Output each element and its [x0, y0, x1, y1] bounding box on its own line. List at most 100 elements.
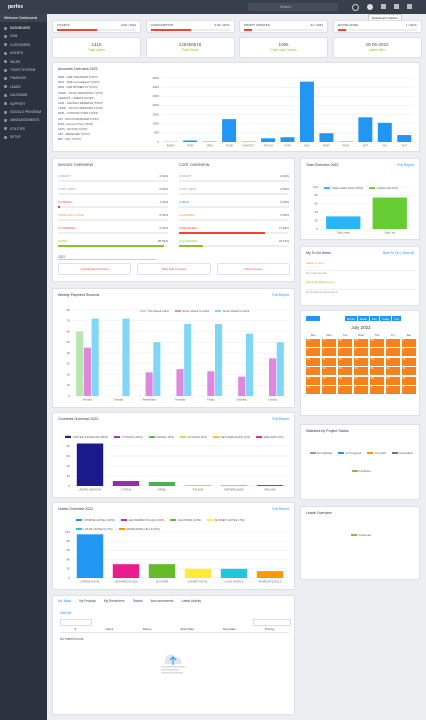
calendar-day[interactable]: 29 — [385, 376, 401, 385]
todo-link[interactable]: New To Do | View All — [382, 251, 414, 255]
calendar-day[interactable]: 17 — [306, 367, 321, 375]
calendar-day[interactable]: 2 — [401, 338, 416, 347]
tab[interactable]: My Projects — [79, 599, 96, 603]
calendar-day[interactable]: 15 — [385, 357, 401, 366]
nav-item[interactable]: SUPPORT — [4, 102, 25, 106]
legend-item: In Progress — [338, 451, 361, 455]
calendar-button[interactable]: Week — [357, 316, 369, 321]
legend-item: Since Week to 2022 — [174, 309, 209, 313]
calendar-day[interactable]: 31 — [306, 386, 321, 394]
y-tick-label: 500 — [154, 131, 159, 135]
calendar-day[interactable]: 1 — [321, 386, 337, 394]
nav-item[interactable]: SALES — [4, 60, 20, 64]
calendar-day[interactable]: 20 — [353, 367, 369, 375]
progress-track — [179, 193, 289, 195]
filter-box[interactable] — [60, 619, 92, 626]
invoice-card[interactable]: Outstanding Invoices — [58, 263, 132, 275]
avatar[interactable] — [367, 4, 373, 10]
report-link[interactable]: Full Report — [272, 507, 289, 511]
nav-item[interactable]: UTILITIES — [4, 127, 25, 131]
tab[interactable]: My Reminders — [103, 599, 125, 603]
nav-item[interactable]: CRM — [4, 34, 17, 38]
search-box[interactable] — [253, 619, 291, 626]
calendar-day[interactable]: 1 — [385, 338, 401, 347]
calendar-day[interactable]: 30 — [401, 376, 416, 385]
calendar-day[interactable]: 28 — [337, 338, 353, 347]
calendar-day[interactable]: 13 — [353, 357, 369, 366]
calendar-nav[interactable] — [306, 316, 320, 321]
nav-item[interactable]: LEADS — [4, 85, 20, 89]
calendar-day[interactable]: 29 — [353, 338, 369, 347]
nav-item[interactable]: TICKET SYSTEM — [4, 68, 35, 72]
icon[interactable] — [407, 4, 412, 9]
nav-item[interactable]: FINANCES — [4, 76, 26, 80]
legend-label: POLAND (2%) — [187, 435, 208, 439]
calendar-day[interactable]: 27 — [353, 376, 369, 385]
y-tick-label: 2000 — [152, 103, 159, 107]
report-link[interactable]: Full Report — [272, 293, 289, 297]
calendar-day[interactable]: 14 — [369, 357, 385, 366]
legend-label: ISRAEL (8%) — [156, 435, 175, 439]
calendar-button[interactable]: List — [392, 316, 401, 321]
calendar-day[interactable]: 10 — [306, 357, 321, 366]
calendar-day[interactable]: 22 — [385, 367, 401, 375]
icon[interactable] — [381, 4, 386, 9]
tab[interactable]: Announcements — [150, 599, 174, 603]
calendar-day[interactable]: 5 — [385, 386, 401, 394]
legend-label: Total Leads 2022 (85%) — [331, 186, 364, 190]
nav-item[interactable]: GOOGLE PROGRAM — [4, 110, 41, 114]
welcome-text: Welcome Dashboards — [4, 16, 38, 20]
nav-item[interactable]: AGENTS — [4, 51, 23, 55]
calendar-day[interactable]: 30 — [369, 338, 385, 347]
nav-item[interactable]: DASHBOARD — [4, 26, 30, 30]
calendar-day[interactable]: 18 — [321, 367, 337, 375]
calendar-day[interactable]: 25 — [321, 376, 337, 385]
tab[interactable]: My Tasks — [58, 599, 72, 603]
report-link[interactable]: Full Report — [272, 417, 289, 421]
tab[interactable]: Tickets — [132, 599, 143, 603]
legend-label: In Progress — [345, 451, 362, 455]
report-link[interactable]: Full Report — [397, 163, 414, 167]
icon[interactable] — [352, 4, 359, 11]
invoice-card[interactable]: Past Due Invoices — [137, 263, 211, 275]
bar — [76, 443, 104, 486]
nav-item[interactable]: CUSTOMERS — [4, 43, 30, 47]
calendar-day[interactable]: 9 — [401, 348, 416, 356]
icon[interactable] — [394, 4, 399, 9]
calendar-button[interactable]: Month — [345, 316, 357, 321]
calendar-day[interactable]: 8 — [385, 348, 401, 356]
search-box[interactable] — [248, 3, 338, 11]
tab[interactable]: Latest Activity — [181, 599, 201, 603]
calendar-button[interactable]: Today — [379, 316, 392, 321]
calendar-day[interactable]: 23 — [401, 367, 416, 375]
calendar-day[interactable]: 28 — [369, 376, 385, 385]
calendar-day[interactable]: 4 — [369, 386, 385, 394]
stat-range: 0.00 / 2044 — [120, 23, 136, 27]
calendar-day[interactable]: 7 — [369, 348, 385, 356]
view-all[interactable]: View All — [60, 611, 72, 615]
calendar-day[interactable]: 12 — [337, 357, 353, 366]
calendar-day[interactable]: 4 — [321, 348, 337, 356]
calendar-day[interactable]: 16 — [401, 357, 416, 366]
calendar-day[interactable]: 2 — [337, 386, 353, 394]
calendar-day[interactable]: 5 — [337, 348, 353, 356]
calendar-day[interactable]: 3 — [306, 348, 321, 356]
calendar-day[interactable]: 26 — [337, 376, 353, 385]
nav-item[interactable]: CALENDAR — [4, 93, 27, 97]
year-select[interactable]: 2022 — [58, 255, 156, 260]
calendar-button[interactable]: Day — [369, 316, 379, 321]
invoice-card[interactable]: Paid Invoices — [216, 263, 290, 275]
empty-illustration — [161, 654, 185, 674]
calendar-day[interactable]: 27 — [321, 338, 337, 347]
account-item: K970 - NOTICE T(XXX) — [58, 126, 88, 131]
calendar-day[interactable]: 19 — [337, 367, 353, 375]
calendar-day[interactable]: 21 — [369, 367, 385, 375]
calendar-day[interactable]: 6 — [401, 386, 416, 394]
calendar-day[interactable]: 24 — [306, 376, 321, 385]
calendar-day[interactable]: 11 — [321, 357, 337, 366]
nav-item[interactable]: ANNOUNCEMENTS — [4, 118, 39, 122]
nav-item[interactable]: SETUP — [4, 135, 21, 139]
calendar-day[interactable]: 26 — [306, 338, 321, 347]
calendar-day[interactable]: 3 — [353, 386, 369, 394]
calendar-day[interactable]: 6 — [353, 348, 369, 356]
